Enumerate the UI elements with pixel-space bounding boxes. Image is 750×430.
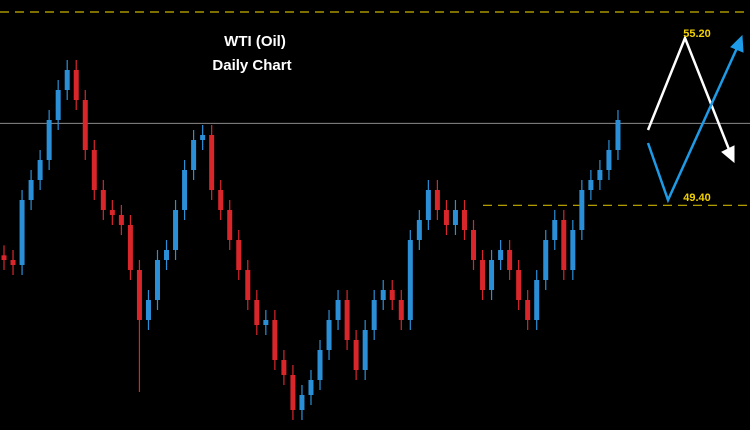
- candle-body: [10, 260, 16, 265]
- candle-body: [461, 210, 467, 230]
- candle-body: [489, 260, 495, 290]
- candle-body: [525, 300, 531, 320]
- candle-body: [344, 300, 350, 340]
- chart-title: WTI (Oil): [224, 33, 286, 50]
- candle-body: [507, 250, 513, 270]
- candle-body: [452, 210, 458, 225]
- candle-body: [182, 170, 188, 210]
- candle-body: [570, 230, 576, 270]
- blue-path: [646, 47, 739, 204]
- candle-body: [145, 300, 151, 320]
- white-arrowhead: [721, 145, 735, 164]
- candle-body: [173, 210, 179, 250]
- candle-body: [19, 200, 25, 265]
- candle-body: [28, 180, 34, 200]
- candle-body: [218, 190, 224, 210]
- candle-body: [245, 270, 251, 300]
- candle-body: [371, 300, 377, 330]
- candle-body: [37, 160, 43, 180]
- projection-arrows: [646, 34, 744, 204]
- candle-body: [534, 280, 540, 320]
- candle-body: [308, 380, 314, 395]
- candle-body: [561, 220, 567, 270]
- candle-body: [136, 270, 142, 320]
- blue-arrowhead: [730, 34, 744, 53]
- candle-body: [434, 190, 440, 210]
- candle-body: [425, 190, 431, 220]
- candle-body: [236, 240, 242, 270]
- candle-body: [579, 190, 585, 230]
- candle-body: [353, 340, 359, 370]
- candle-body: [191, 140, 197, 170]
- candle-body: [299, 395, 305, 410]
- candle-body: [290, 375, 296, 410]
- candle-body: [73, 70, 79, 100]
- candle-body: [597, 170, 603, 180]
- candle-body: [498, 250, 504, 260]
- candle-body: [416, 220, 422, 240]
- candle-body: [380, 290, 386, 300]
- candle-body: [516, 270, 522, 300]
- candle-body: [543, 240, 549, 280]
- candle-body: [552, 220, 558, 240]
- candle-body: [615, 120, 621, 150]
- candle-body: [109, 210, 115, 215]
- candle-body: [200, 135, 206, 140]
- candle-body: [317, 350, 323, 380]
- candle-body: [398, 300, 404, 320]
- candle-body: [389, 290, 395, 300]
- candle-body: [91, 150, 97, 190]
- candle-body: [82, 100, 88, 150]
- candle-body: [164, 250, 170, 260]
- level-label: 55.20: [683, 28, 711, 40]
- candle-body: [127, 225, 133, 270]
- candle-body: [272, 320, 278, 360]
- candle-body: [588, 180, 594, 190]
- candle-body: [326, 320, 332, 350]
- candle-body: [407, 240, 413, 320]
- candle-body: [254, 300, 260, 325]
- candle-body: [55, 90, 61, 120]
- candle-body: [335, 300, 341, 320]
- chart-subtitle: Daily Chart: [212, 57, 291, 74]
- level-label: 49.40: [683, 192, 711, 204]
- candle-body: [443, 210, 449, 225]
- candle-body: [46, 120, 52, 160]
- candle-body: [480, 260, 486, 290]
- candle-body: [100, 190, 106, 210]
- candle-body: [263, 320, 269, 325]
- candle-body: [64, 70, 70, 90]
- candle-body: [471, 230, 477, 260]
- candle-body: [362, 330, 368, 370]
- candle-body: [154, 260, 160, 300]
- candle-body: [118, 215, 124, 225]
- candle-body: [227, 210, 233, 240]
- plot-area: [0, 11, 750, 420]
- candle-body: [209, 135, 215, 190]
- candle-body: [606, 150, 612, 170]
- candle-body: [1, 255, 7, 260]
- white-path: [646, 34, 732, 153]
- candle-body: [281, 360, 287, 375]
